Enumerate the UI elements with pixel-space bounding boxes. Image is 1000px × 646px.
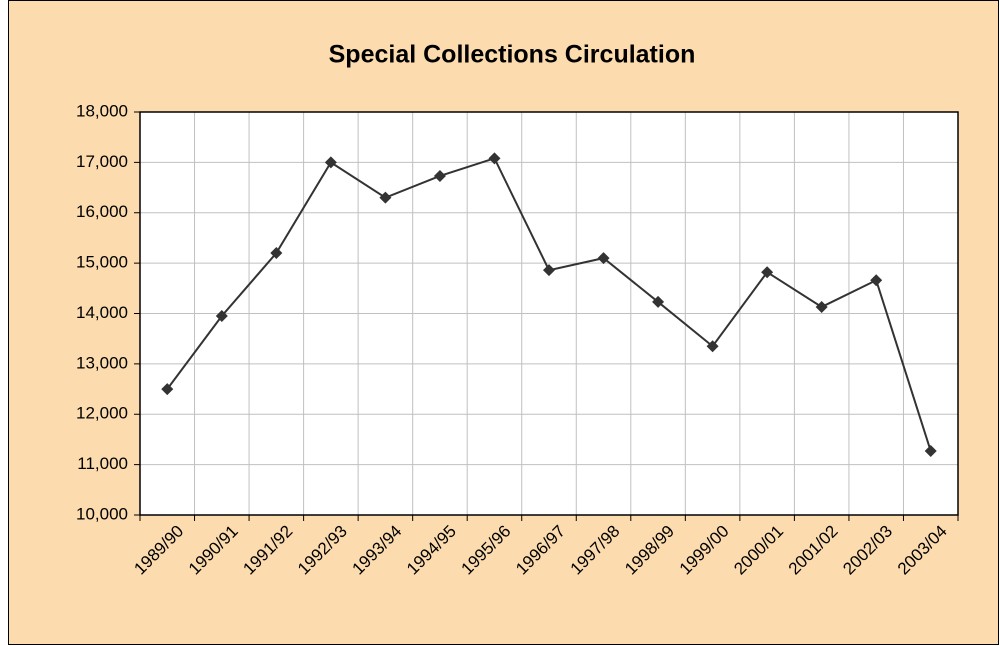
marker <box>324 156 337 169</box>
y-tick-label: 18,000 <box>76 101 128 120</box>
marker <box>597 252 610 265</box>
marker <box>706 340 719 353</box>
marker <box>870 274 883 287</box>
y-tick-label: 11,000 <box>77 454 128 473</box>
y-tick-label: 17,000 <box>76 152 128 171</box>
y-tick-label: 10,000 <box>76 504 128 523</box>
marker <box>270 247 283 260</box>
marker <box>815 300 828 313</box>
marker <box>761 266 774 279</box>
marker <box>215 310 228 323</box>
plot-border <box>139 111 959 516</box>
y-tick-label: 14,000 <box>76 303 128 322</box>
y-tick-label: 16,000 <box>76 202 128 221</box>
y-tick-label: 15,000 <box>76 253 128 272</box>
marker <box>652 295 665 308</box>
marker <box>488 152 501 165</box>
y-tick-label: 13,000 <box>76 353 128 372</box>
y-tick-label: 12,000 <box>76 404 128 423</box>
marker <box>433 169 446 182</box>
marker <box>379 191 392 204</box>
marker <box>161 383 174 396</box>
chart-title: Special Collections Circulation <box>329 41 696 69</box>
marker <box>924 445 937 458</box>
marker <box>543 264 555 277</box>
